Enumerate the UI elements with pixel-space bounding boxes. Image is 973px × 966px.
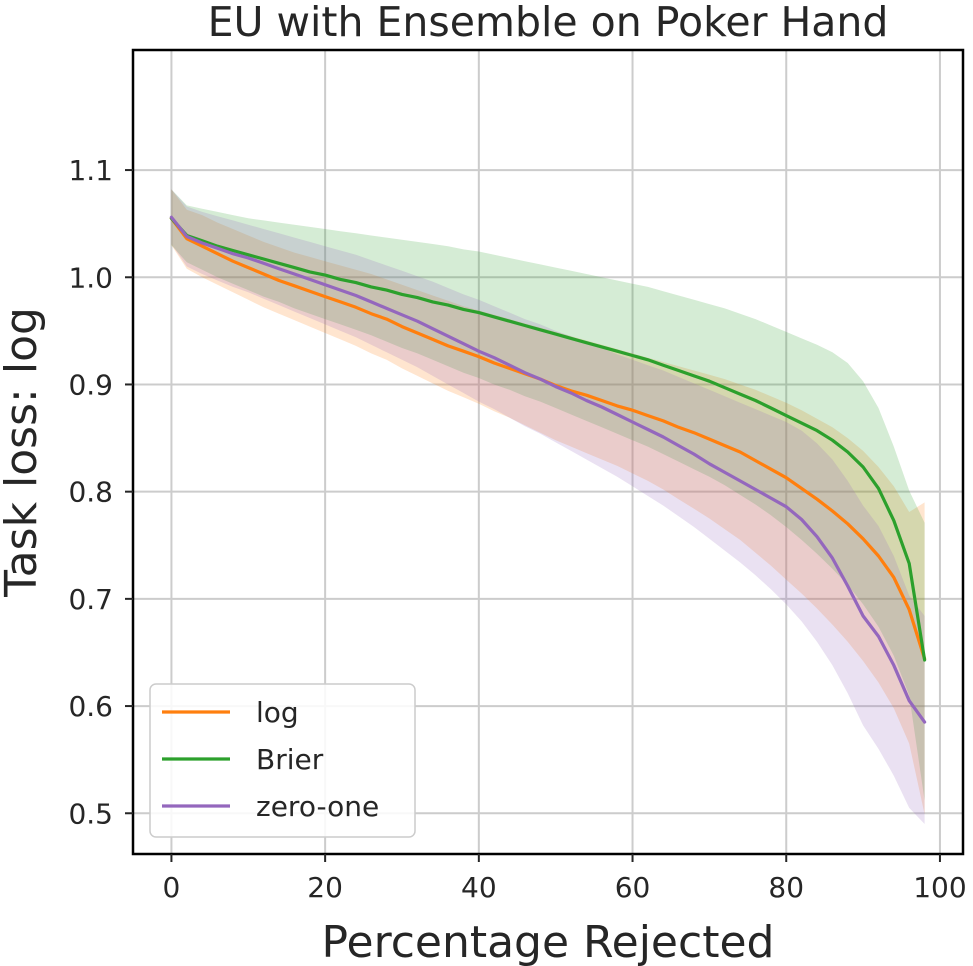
y-tick-label: 0.5: [68, 797, 113, 830]
plot-frame: [131, 48, 965, 856]
line-Brier: [169, 216, 927, 662]
x-tick-label: 60: [615, 871, 651, 904]
x-axis-ticks: 0 20 40 60 80 100: [163, 854, 967, 904]
y-tick-label: 0.6: [68, 690, 113, 723]
x-tick-label: 20: [307, 871, 343, 904]
legend: log Brier zero-one: [149, 683, 416, 838]
legend-box: [149, 683, 416, 838]
x-axis-label: Percentage Rejected: [322, 917, 775, 966]
y-axis-label: Task loss: log: [0, 307, 47, 598]
x-tick-label: 80: [768, 871, 804, 904]
line-zero-one: [169, 215, 927, 724]
x-tick-label: 100: [913, 871, 966, 904]
chart-title: EU with Ensemble on Poker Hand: [208, 0, 889, 46]
legend-label-log: log: [256, 696, 299, 729]
x-tick-label: 0: [163, 871, 181, 904]
x-tick-label: 40: [461, 871, 497, 904]
band-log: [171, 189, 925, 815]
y-tick-label: 0.9: [68, 368, 113, 401]
legend-label-Brier: Brier: [256, 743, 324, 776]
legend-label-zero-one: zero-one: [256, 790, 379, 823]
series-lines: [169, 215, 927, 724]
y-tick-label: 1.0: [68, 261, 113, 294]
band-Brier: [171, 189, 925, 801]
y-tick-label: 1.1: [68, 154, 113, 187]
y-tick-label: 0.8: [68, 476, 113, 509]
y-tick-label: 0.7: [68, 583, 113, 616]
y-axis-ticks: 0.5 0.6 0.7 0.8 0.9 1.0 1.1: [68, 154, 133, 830]
